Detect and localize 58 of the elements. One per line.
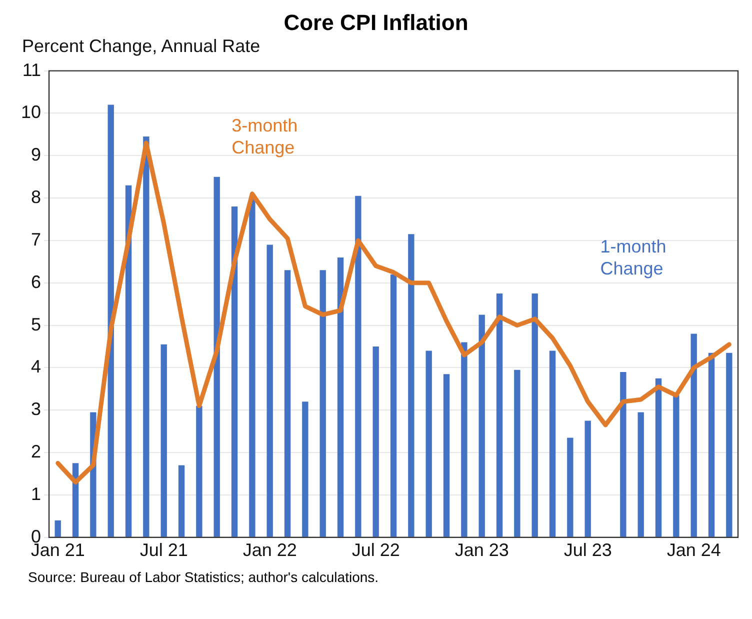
y-tick-label: 7: [31, 229, 42, 250]
x-tick-label: Jan 22: [242, 540, 297, 560]
y-tick-label: 10: [20, 102, 42, 122]
bar: [54, 520, 61, 537]
bar: [567, 438, 574, 537]
y-tick-label: 2: [31, 442, 42, 462]
bar: [532, 293, 538, 537]
bar: [673, 395, 680, 537]
bar: [143, 136, 150, 537]
bar: [426, 350, 432, 537]
bar: [355, 196, 362, 537]
text: 3-month Change: [232, 115, 298, 158]
bar: [231, 206, 238, 537]
y-tick-label: 1: [31, 484, 42, 504]
bar: [196, 406, 202, 537]
x-tick-label: Jul 21: [140, 540, 188, 560]
bar: [284, 270, 291, 537]
bar: [496, 293, 503, 537]
bar: [461, 342, 468, 537]
bar: [214, 176, 220, 537]
bar: [638, 412, 644, 537]
source-note: Source: Bureau of Labor Statistics; author's calculations.: [27, 569, 380, 585]
y-tick-label: 5: [31, 314, 42, 334]
bar: [266, 244, 273, 537]
y-tick-label: 8: [31, 187, 42, 208]
bar: [372, 346, 379, 537]
bar: [320, 270, 326, 537]
bar: [443, 374, 450, 537]
bar: [108, 104, 114, 537]
x-tick-label: Jul 22: [352, 540, 400, 560]
y-tick-label: 9: [31, 144, 42, 165]
y-tick-label: 4: [31, 356, 42, 377]
bar: [549, 350, 556, 537]
x-tick-label: Jul 23: [564, 540, 612, 560]
bar: [690, 334, 697, 537]
y-axis-title: Percent Change, Annual Rate: [21, 36, 262, 57]
bar: [125, 185, 132, 537]
bar: [302, 402, 308, 537]
bar: [337, 257, 344, 537]
bar: [178, 465, 185, 537]
x-tick-label: Jan 24: [666, 540, 721, 560]
bar: [620, 372, 626, 537]
bar: [514, 370, 520, 537]
bar: [478, 314, 485, 537]
bar: [249, 198, 256, 537]
bar: [708, 352, 715, 537]
x-tick-label: Jan 23: [454, 540, 509, 560]
y-tick-label: 11: [22, 60, 42, 80]
chart-title: Core CPI Inflation: [282, 9, 470, 36]
bar: [160, 344, 167, 537]
y-tick-label: 3: [31, 399, 42, 420]
bar: [726, 352, 732, 537]
bar: [408, 234, 414, 537]
text: 1-month Change: [600, 236, 666, 279]
bar: [584, 420, 591, 537]
bar: [390, 274, 397, 537]
y-tick-label: 6: [31, 272, 42, 292]
bar: [655, 378, 662, 537]
